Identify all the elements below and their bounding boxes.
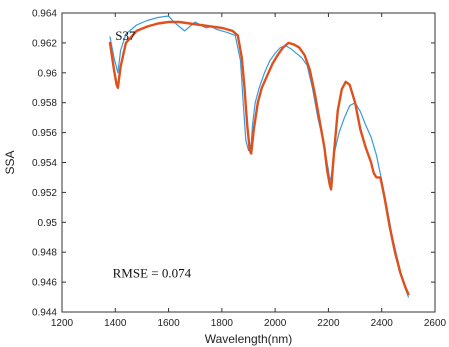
y-tick-label: 0.95 (38, 218, 58, 229)
x-tick-label: 2400 (371, 318, 394, 329)
x-tick-label: 1200 (51, 318, 74, 329)
y-tick-label: 0.944 (32, 308, 57, 319)
x-tick-label: 1600 (157, 318, 180, 329)
x-axis-ticks: 1200 1400 1600 1800 2000 2200 2400 2600 (51, 13, 447, 329)
x-tick-label: 2600 (424, 318, 447, 329)
y-tick-label: 0.96 (38, 68, 58, 79)
x-tick-label: 2000 (264, 318, 287, 329)
x-tick-label: 1800 (211, 318, 234, 329)
annotation-layer: S37 RMSE = 0.074 (113, 28, 192, 281)
chart-annotation: S37 (115, 28, 136, 43)
y-tick-label: 0.958 (32, 98, 57, 109)
x-axis-label: Wavelength(nm) (205, 332, 293, 346)
y-axis-ticks: 0.944 0.946 0.948 0.95 0.952 0.954 0.956 0.958 0… (32, 9, 435, 319)
plot-frame (61, 12, 436, 313)
y-tick-label: 0.946 (32, 278, 57, 289)
y-tick-label: 0.948 (32, 248, 57, 259)
y-tick-label: 0.952 (32, 188, 57, 199)
x-tick-label: 2200 (317, 318, 340, 329)
y-tick-label: 0.956 (32, 128, 57, 139)
chart-annotation: RMSE = 0.074 (113, 266, 192, 281)
series-layer (108, 15, 410, 298)
x-tick-label: 1400 (104, 318, 127, 329)
y-axis-label: SSA (3, 150, 17, 174)
series-line-2 (108, 20, 410, 296)
y-tick-label: 0.962 (32, 38, 57, 49)
y-tick-label: 0.964 (32, 9, 57, 20)
y-tick-label: 0.954 (32, 158, 57, 169)
